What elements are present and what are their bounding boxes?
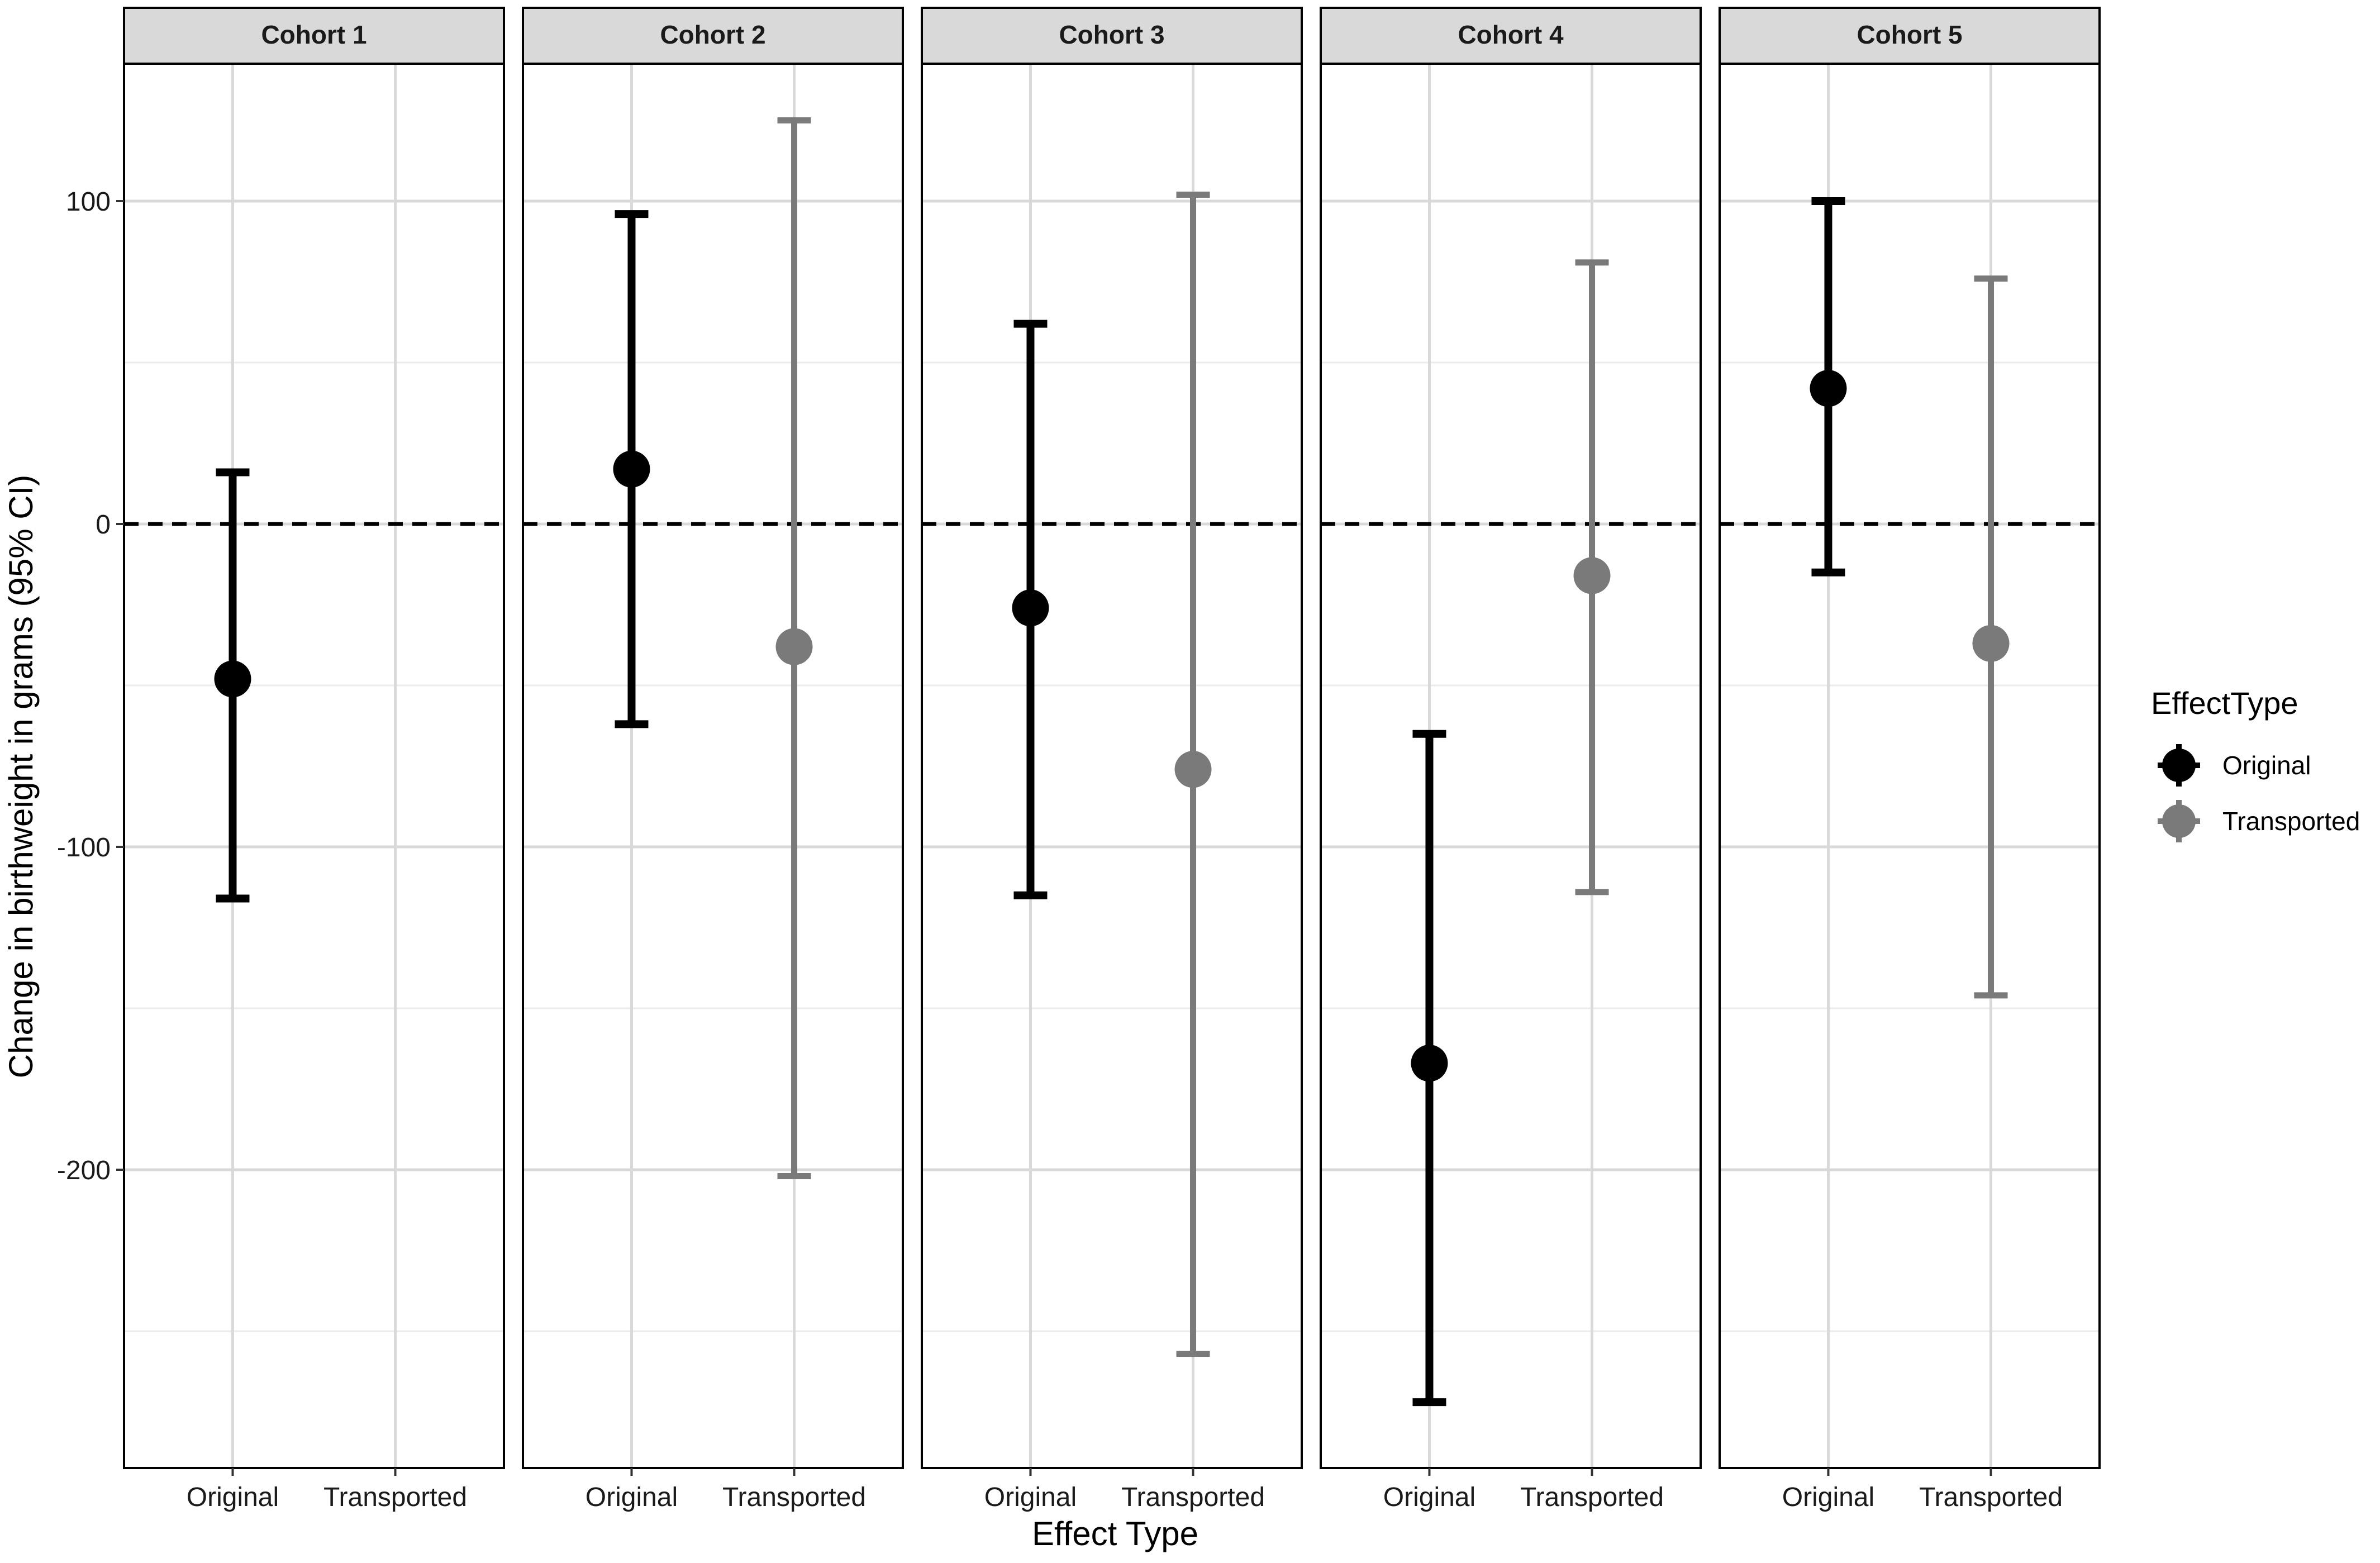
errorbar [775, 117, 813, 1180]
point-estimate [1573, 557, 1611, 594]
y-axis-title: Change in birthweight in grams (95% CI) [2, 475, 40, 1079]
x-tick-label: Original [1383, 1483, 1475, 1512]
x-tick-label: Original [984, 1483, 1077, 1512]
errorbar [1972, 275, 2010, 999]
point-estimate [1972, 625, 2010, 662]
errorbar [1573, 259, 1611, 895]
strip-background [123, 7, 505, 65]
errorbar [1012, 320, 1049, 899]
facet-panel: Cohort 1 Original Transported [123, 7, 505, 1512]
x-tick-label: Transported [1919, 1483, 2063, 1512]
y-tick-label: 0 [96, 510, 111, 540]
facet-panel: Cohort 4 Original Transported [1320, 7, 1702, 1512]
strip-background [921, 7, 1303, 65]
facet-panel: Cohort 2 Original Transported [522, 7, 904, 1512]
y-tick-label: -200 [57, 1156, 111, 1185]
legend-entries: Original Transported [2158, 744, 2360, 842]
errorbar [1810, 197, 1847, 576]
facet-panels: Cohort 1 Original Transported Cohort 2 Origi… [123, 7, 2101, 1512]
errorbar [1174, 191, 1212, 1357]
x-tick-label: Transported [1520, 1483, 1664, 1512]
point-estimate [613, 450, 650, 488]
errorbar [613, 210, 650, 728]
point-estimate [1810, 370, 1847, 407]
legend-label: Transported [2222, 807, 2360, 836]
strip-label: Cohort 5 [1857, 20, 1962, 49]
y-tick-label: 100 [66, 187, 111, 217]
strip-label: Cohort 3 [1059, 20, 1164, 49]
point-estimate [775, 628, 813, 665]
strip-label: Cohort 2 [660, 20, 765, 49]
strip-label: Cohort 1 [261, 20, 366, 49]
legend-entry: Original [2158, 744, 2311, 787]
facet-panel: Cohort 5 Original Transported [1719, 7, 2101, 1512]
y-axis: 100 0 -100 -200 [57, 187, 124, 1185]
x-tick-label: Transported [1121, 1483, 1265, 1512]
legend-title: EffectType [2151, 685, 2298, 721]
legend-label: Original [2222, 751, 2311, 780]
x-tick-label: Transported [323, 1483, 467, 1512]
x-tick-label: Original [187, 1483, 279, 1512]
x-tick-label: Original [586, 1483, 678, 1512]
strip-label: Cohort 4 [1458, 20, 1564, 49]
legend-key-point [2162, 804, 2196, 838]
x-tick-label: Original [1782, 1483, 1874, 1512]
panel-background [523, 64, 903, 1468]
panel-background [1321, 64, 1701, 1468]
y-tick-label: -100 [57, 833, 111, 862]
x-tick-label: Transported [722, 1483, 866, 1512]
errorbar [1411, 730, 1448, 1407]
point-estimate [1012, 589, 1049, 627]
errorbar [214, 468, 251, 903]
panel-background [922, 64, 1302, 1468]
legend-entry: Transported [2158, 800, 2360, 842]
legend-key-point [2162, 749, 2196, 782]
legend: EffectType Original Transported [2151, 685, 2360, 842]
strip-background [1719, 7, 2101, 65]
panel-background [1720, 64, 2100, 1468]
point-estimate [1411, 1045, 1448, 1082]
strip-background [1320, 7, 1702, 65]
x-axis-title: Effect Type [1032, 1515, 1198, 1552]
panel-background [124, 64, 504, 1468]
point-estimate [1174, 751, 1212, 788]
facet-panel: Cohort 3 Original Transported [921, 7, 1303, 1512]
point-estimate [214, 660, 251, 698]
strip-background [522, 7, 904, 65]
